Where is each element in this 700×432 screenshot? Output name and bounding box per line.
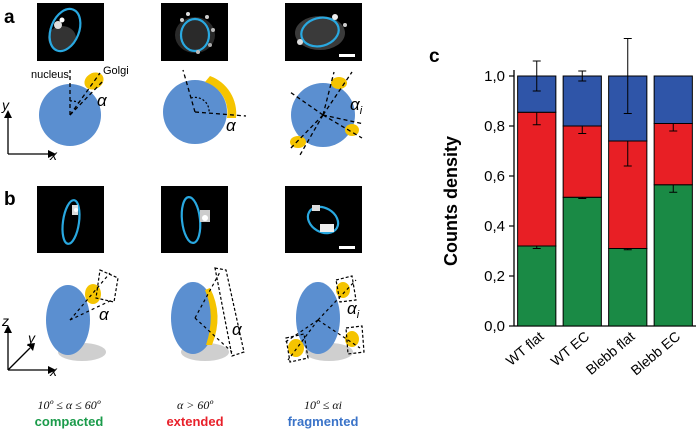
axis-label-y-a: y [1, 97, 10, 113]
bar-compacted [653, 184, 693, 327]
class-fragmented: fragmented [287, 414, 359, 429]
y-axis-label: Counts density [441, 136, 461, 266]
micrograph-a1 [37, 3, 104, 61]
micrograph-a2 [161, 3, 228, 61]
axis-label-z-b: z [1, 313, 9, 329]
axis-label-y-b: y [27, 330, 36, 346]
class-extended: extended [166, 414, 224, 429]
y-tick-label: 0,8 [484, 118, 505, 135]
bar-compacted [608, 248, 648, 327]
class-compacted: compacted [34, 414, 104, 429]
schematic-a1-compacted: α nucleus Golgi [31, 65, 129, 146]
bar-compacted [562, 196, 602, 327]
panel-label-c: c [429, 46, 440, 67]
angle-label-b1: α [99, 305, 110, 324]
angle-label-a3: αi [350, 95, 363, 117]
angle-label-a2: α [226, 116, 237, 135]
condition-compacted: 10º ≤ α ≤ 60º [37, 398, 101, 412]
y-tick-label: 1,0 [484, 68, 505, 85]
axes-xy-a: y x [1, 97, 58, 163]
bar-extended [517, 111, 557, 247]
label-golgi: Golgi [103, 65, 129, 77]
micrograph-a3 [285, 3, 362, 61]
schematic-a2-extended: α [163, 69, 247, 144]
bar-extended [562, 125, 602, 198]
bar-extended [653, 123, 693, 186]
panel-label-a: a [4, 7, 15, 28]
micrograph-b3 [285, 186, 362, 253]
x-tick-label: WT flat [503, 328, 547, 369]
x-tick-label: Blebb flat [583, 328, 638, 378]
panel-label-b: b [4, 189, 16, 210]
condition-fragmented: 10º ≤ αi [304, 398, 342, 412]
angle-label-a1: α [97, 91, 108, 110]
bar-fragmented [653, 75, 693, 124]
y-tick-label: 0,4 [484, 218, 505, 235]
x-tick-label: Blebb EC [628, 328, 684, 378]
axes-xyz-b: z y x [1, 313, 58, 379]
axis-label-x-a: x [49, 147, 58, 163]
schematic-a3-fragmented: αi [288, 71, 365, 156]
angle-label-b2: α [232, 320, 243, 339]
angle-label-b3: αi [347, 299, 360, 321]
bar-compacted [517, 245, 557, 327]
condition-extended: α > 60º [176, 398, 214, 412]
y-tick-label: 0,0 [484, 318, 505, 335]
micrograph-b1 [37, 186, 104, 253]
axis-label-x-b: x [49, 363, 58, 379]
schematic-b2-extended: α [171, 267, 245, 361]
y-tick-label: 0,6 [484, 168, 505, 185]
label-nucleus: nucleus [31, 69, 69, 81]
schematic-b3-fragmented: αi [283, 275, 365, 363]
y-tick-label: 0,2 [484, 268, 505, 285]
micrograph-b2 [161, 186, 228, 253]
bar-fragmented [562, 75, 602, 127]
schematic-b1-compacted: α [46, 269, 119, 361]
